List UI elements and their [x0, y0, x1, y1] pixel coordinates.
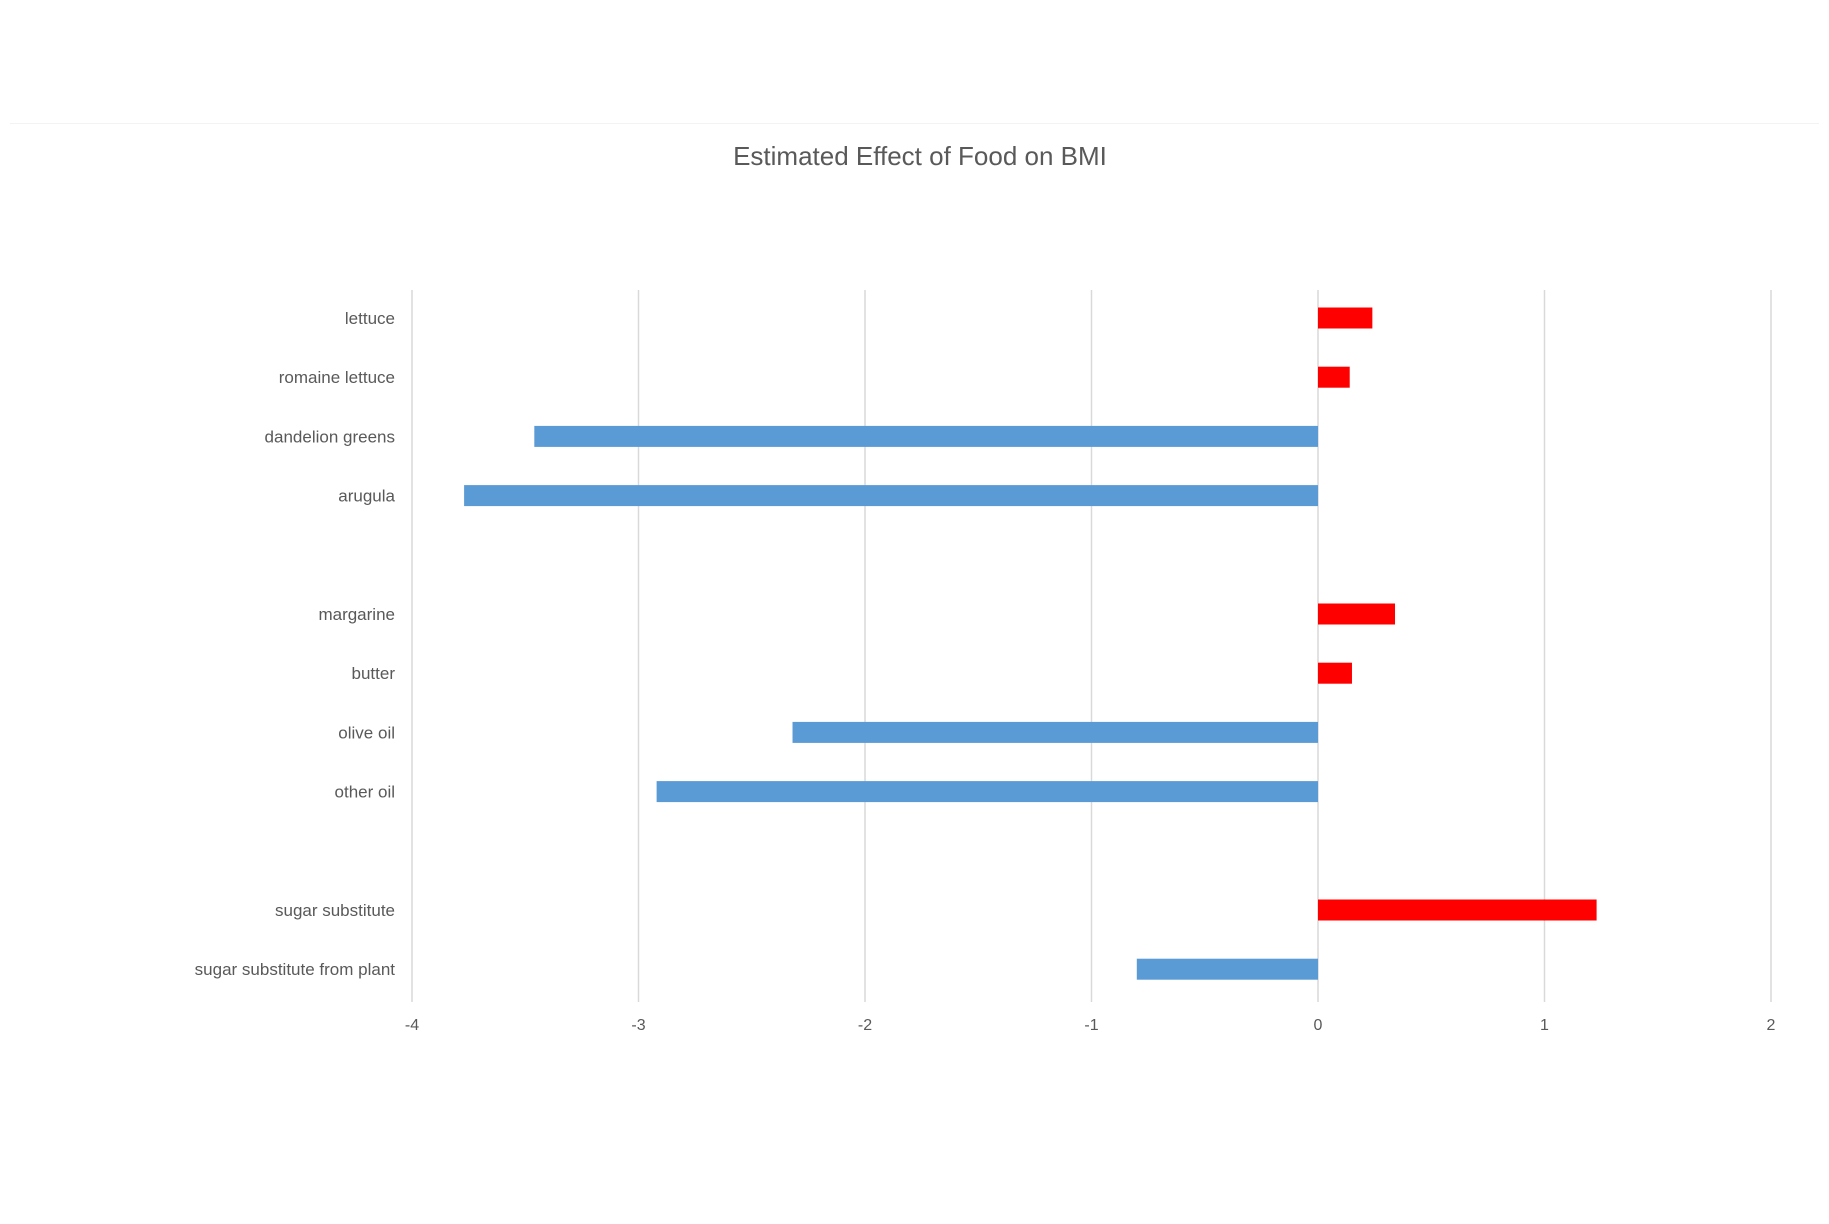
x-tick-label: -2 [858, 1017, 872, 1034]
category-labels: lettuce romaine lettuce dandelion greens ar… [195, 309, 396, 979]
top-divider [10, 123, 1819, 124]
category-label: dandelion greens [265, 427, 395, 446]
x-tick-label: 2 [1767, 1017, 1776, 1034]
bar [1318, 899, 1597, 921]
bar [792, 721, 1318, 743]
bar [1318, 307, 1373, 329]
chart-title: Estimated Effect of Food on BMI [733, 141, 1107, 171]
x-tick-label: 1 [1540, 1017, 1549, 1034]
category-label: arugula [338, 487, 395, 506]
bars [464, 307, 1597, 980]
x-tick-label: -1 [1084, 1017, 1098, 1034]
category-label: other oil [335, 783, 395, 802]
bar [1318, 603, 1396, 625]
x-tick-label: 0 [1314, 1017, 1323, 1034]
category-label: lettuce [345, 309, 395, 328]
bar [656, 781, 1318, 803]
bar [1318, 662, 1352, 684]
bar [534, 425, 1318, 447]
category-label: margarine [318, 605, 395, 624]
category-label: sugar substitute [275, 901, 395, 920]
category-label: butter [352, 664, 396, 683]
bar [464, 485, 1319, 507]
category-label: olive oil [338, 723, 395, 742]
category-label: sugar substitute from plant [195, 960, 396, 979]
x-axis-tick-labels: -4 -3 -2 -1 0 1 2 [405, 1017, 1776, 1034]
bar [1136, 958, 1318, 980]
bar [1318, 366, 1350, 388]
category-label: romaine lettuce [279, 368, 395, 387]
gridlines [411, 290, 1772, 1002]
x-tick-label: -4 [405, 1017, 419, 1034]
x-tick-label: -3 [631, 1017, 645, 1034]
